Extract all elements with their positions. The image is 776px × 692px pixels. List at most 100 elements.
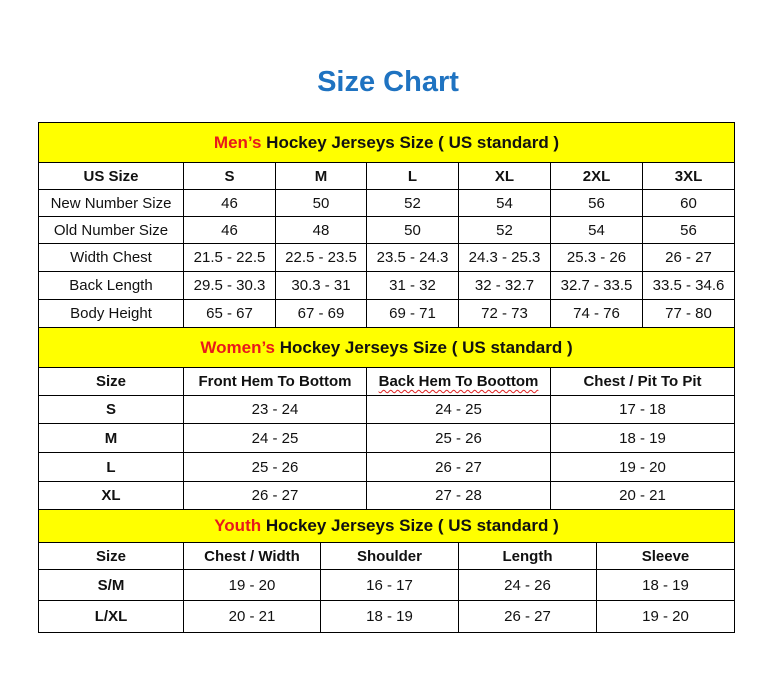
column-header: Length [458,542,597,570]
table-cell: 46 [183,189,276,217]
table-cell: 50 [275,189,367,217]
table-cell: 26 - 27 [641,243,736,272]
table-cell: 25.3 - 26 [550,243,643,272]
table-cell: 69 - 71 [366,299,459,328]
table-cell: 56 [550,189,643,217]
table-cell: 18 - 19 [320,600,459,633]
column-header: 3XL [641,162,736,190]
table-cell: 54 [458,189,551,217]
column-header: Shoulder [320,542,459,570]
column-header-text: Back Hem To Boottom [378,373,539,390]
column-header-row: US Size S M L XL 2XL 3XL [38,162,736,190]
table-cell: 18 - 19 [596,569,735,601]
table-cell: 19 - 20 [549,452,736,482]
table-cell: 23.5 - 24.3 [366,243,459,272]
table-cell: 22.5 - 23.5 [275,243,367,272]
row-label: XL [38,481,184,510]
table-cell: 24 - 25 [366,395,551,424]
table-cell: 26 - 27 [458,600,597,633]
table-cell: 48 [275,216,367,244]
table-cell: 60 [641,189,736,217]
table-cell: 56 [641,216,736,244]
table-cell: 32 - 32.7 [458,271,551,300]
row-label: Back Length [38,271,184,300]
column-header: Size [38,367,184,396]
table-cell: 20 - 21 [183,600,321,633]
table-cell: 19 - 20 [596,600,735,633]
table-cell: 52 [366,189,459,217]
row-label: Old Number Size [38,216,184,244]
row-label: S [38,395,184,424]
table-cell: 65 - 67 [183,299,276,328]
column-header: Sleeve [596,542,735,570]
table-row: L/XL 20 - 21 18 - 19 26 - 27 19 - 20 [38,600,735,633]
table-cell: 16 - 17 [320,569,459,601]
table-cell: 33.5 - 34.6 [641,271,736,300]
table-row: S 23 - 24 24 - 25 17 - 18 [38,395,736,424]
table-cell: 24 - 26 [458,569,597,601]
table-cell: 77 - 80 [641,299,736,328]
table-cell: 25 - 26 [366,423,551,453]
table-cell: 24.3 - 25.3 [458,243,551,272]
row-label: Width Chest [38,243,184,272]
heading-highlight: Women’s [200,337,275,357]
column-header-row: Size Front Hem To Bottom Back Hem To Boott… [38,367,736,396]
row-label: S/M [38,569,184,601]
table-row: XL 26 - 27 27 - 28 20 - 21 [38,481,736,510]
column-header-row: Size Chest / Width Shoulder Length Sleeve [38,542,735,570]
table-cell: 50 [366,216,459,244]
column-header: Size [38,542,184,570]
table-cell: 24 - 25 [183,423,367,453]
heading-text: Hockey Jerseys Size ( US standard ) [261,132,560,152]
mens-section-heading: Men’s Hockey Jerseys Size ( US standard … [37,122,736,163]
table-row: Back Length 29.5 - 30.3 30.3 - 31 31 - 32 32… [38,271,736,300]
column-header: XL [458,162,551,190]
table-cell: 26 - 27 [183,481,367,510]
column-header: Front Hem To Bottom [183,367,367,396]
heading-text: Hockey Jerseys Size ( US standard ) [261,516,559,535]
table-cell: 74 - 76 [550,299,643,328]
table-row: Body Height 65 - 67 67 - 69 69 - 71 72 - 73 7… [38,299,736,328]
table-cell: 72 - 73 [458,299,551,328]
heading-text: Hockey Jerseys Size ( US standard ) [275,337,573,357]
row-label: L [38,452,184,482]
table-cell: 23 - 24 [183,395,367,424]
table-cell: 52 [458,216,551,244]
table-row: S/M 19 - 20 16 - 17 24 - 26 18 - 19 [38,569,735,601]
table-cell: 46 [183,216,276,244]
womens-size-table: Women’s Hockey Jerseys Size ( US standar… [37,327,736,510]
column-header: Chest / Width [183,542,321,570]
table-cell: 32.7 - 33.5 [550,271,643,300]
table-row: New Number Size 46 50 52 54 56 60 [38,189,736,217]
column-header: Chest / Pit To Pit [549,367,736,396]
row-label: M [38,423,184,453]
table-cell: 19 - 20 [183,569,321,601]
table-cell: 27 - 28 [366,481,551,510]
table-cell: 21.5 - 22.5 [183,243,276,272]
heading-highlight: Youth [214,516,262,535]
table-row: Old Number Size 46 48 50 52 54 56 [38,216,736,244]
row-label: L/XL [38,600,184,633]
column-header: 2XL [550,162,643,190]
womens-section-heading: Women’s Hockey Jerseys Size ( US standar… [37,327,736,368]
row-label: Body Height [38,299,184,328]
table-cell: 25 - 26 [183,452,367,482]
page-title: Size Chart [317,66,459,98]
heading-highlight: Men’s [213,132,262,152]
column-header: Back Hem To Boottom [366,367,551,396]
table-cell: 30.3 - 31 [275,271,367,300]
column-header: S [183,162,276,190]
column-header: US Size [38,162,184,190]
youth-size-table: Youth Hockey Jerseys Size ( US standard … [38,509,735,633]
column-header: M [275,162,367,190]
table-cell: 29.5 - 30.3 [183,271,276,300]
row-label: New Number Size [38,189,184,217]
table-cell: 17 - 18 [549,395,736,424]
table-row: Width Chest 21.5 - 22.5 22.5 - 23.5 23.5 - … [38,243,736,272]
table-cell: 18 - 19 [549,423,736,453]
table-cell: 20 - 21 [549,481,736,510]
mens-size-table: Men’s Hockey Jerseys Size ( US standard … [37,122,736,328]
table-cell: 31 - 32 [366,271,459,300]
table-cell: 67 - 69 [275,299,367,328]
table-row: M 24 - 25 25 - 26 18 - 19 [38,423,736,453]
